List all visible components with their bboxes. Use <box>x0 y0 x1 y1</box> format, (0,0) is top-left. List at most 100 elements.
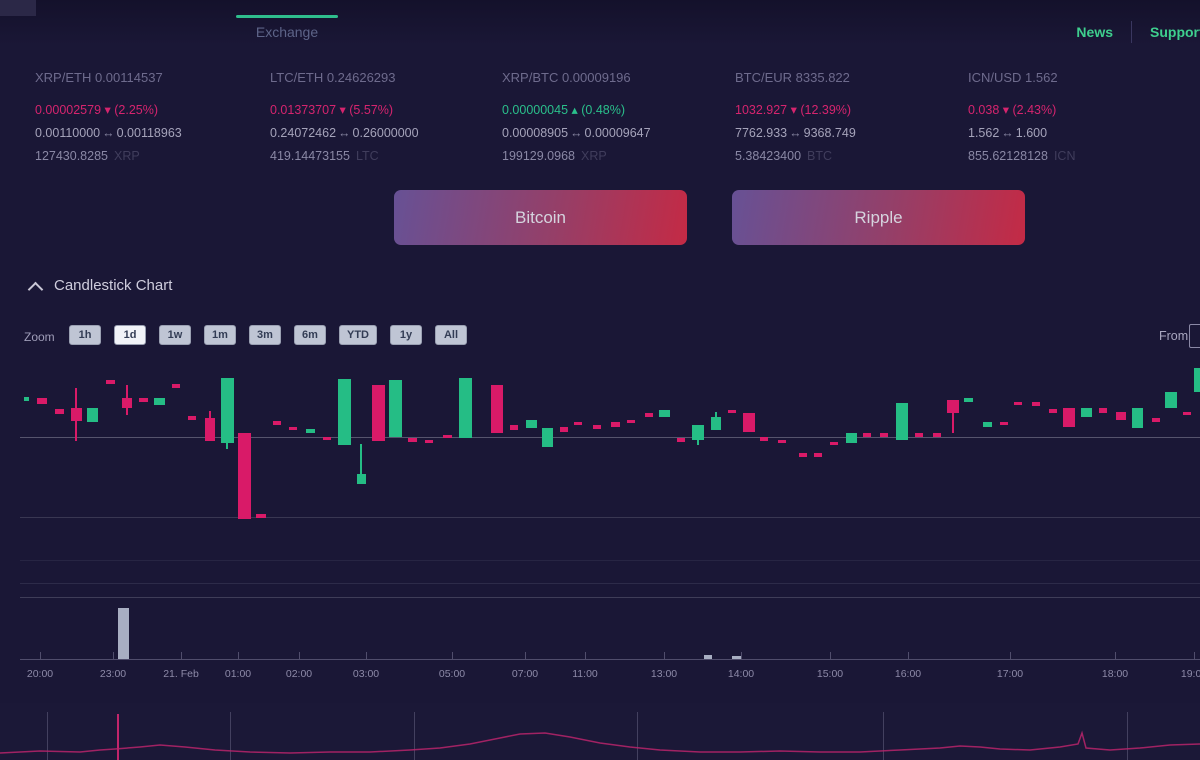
x-axis-label: 05:00 <box>438 668 466 680</box>
news-link[interactable]: News <box>1076 24 1113 40</box>
x-axis-tick <box>238 652 239 660</box>
from-label: From <box>1159 329 1189 343</box>
ticker-range: 7762.933 ↔ 9368.749 <box>735 126 856 140</box>
candle <box>87 408 98 422</box>
chart-navigator[interactable] <box>0 703 1200 760</box>
candle-wick <box>360 444 362 474</box>
x-axis-label: 15:00 <box>816 668 844 680</box>
nav-divider <box>1131 21 1132 43</box>
candle <box>1152 418 1160 422</box>
candle <box>896 403 908 440</box>
gridline <box>20 597 1200 598</box>
ticker-volume: 127430.8285 XRP <box>35 149 140 163</box>
x-axis-label: 13:00 <box>650 668 678 680</box>
gridline <box>20 583 1200 584</box>
candle <box>711 417 721 430</box>
candle <box>659 410 670 417</box>
candle <box>799 453 807 457</box>
navigator-gridline <box>883 712 884 760</box>
candle <box>778 440 786 443</box>
candle <box>408 438 417 442</box>
ticker-card[interactable]: BTC/EUR 8335.822 1032.927 ▾ (12.39%) 7762.… <box>735 66 950 168</box>
zoom-range-3m[interactable]: 3m <box>249 325 281 345</box>
x-axis-tick <box>664 652 665 660</box>
zoom-range-6m[interactable]: 6m <box>294 325 326 345</box>
corner-highlight <box>0 0 36 16</box>
ticker-card[interactable]: ICN/USD 1.562 0.038 ▾ (2.43%) 1.562 ↔ 1.600 8… <box>968 66 1183 168</box>
navigator-sparkline <box>0 730 1200 754</box>
x-axis-tick <box>585 652 586 660</box>
x-axis-label: 11:00 <box>572 668 598 680</box>
candle <box>510 425 518 430</box>
ticker-volume: 855.62128128 ICN <box>968 149 1076 163</box>
ticker-pair-price: XRP/ETH 0.00114537 <box>35 70 163 85</box>
candle-wick <box>952 400 954 433</box>
tab-exchange[interactable]: Exchange <box>255 24 319 40</box>
ticker-change: 0.038 ▾ (2.43%) <box>968 103 1057 117</box>
candle <box>846 433 857 443</box>
ticker-card[interactable]: LTC/ETH 0.24626293 0.01373707 ▾ (5.57%) 0.… <box>270 66 485 168</box>
zoom-range-1d[interactable]: 1d <box>114 325 146 345</box>
candle <box>188 416 196 420</box>
gridline <box>20 517 1200 518</box>
candle <box>743 413 755 432</box>
x-axis-label: 02:00 <box>285 668 313 680</box>
gridline <box>20 437 1200 438</box>
zoom-range-ytd[interactable]: YTD <box>339 325 377 345</box>
zoom-range-buttons: 1h 1d 1w 1m 3m 6m YTD 1y All <box>69 325 467 345</box>
candle <box>71 408 82 421</box>
volume-bar <box>732 656 742 659</box>
candle <box>915 433 923 437</box>
section-title: Candlestick Chart <box>54 277 173 294</box>
navigator-gridline <box>414 712 415 760</box>
ticker-card[interactable]: XRP/ETH 0.00114537 0.00002579 ▾ (2.25%) 0.… <box>35 66 250 168</box>
support-link[interactable]: Support <box>1150 24 1200 40</box>
candle <box>1165 392 1177 408</box>
navigator-gridline <box>230 712 231 760</box>
ticker-card[interactable]: XRP/BTC 0.00009196 0.00000045 ▴ (0.48%) 0.… <box>502 66 717 168</box>
candle <box>443 435 452 438</box>
candle <box>1132 408 1143 428</box>
x-axis-tick <box>366 652 367 660</box>
candlestick-chart-area[interactable] <box>0 356 1200 660</box>
candle <box>122 398 132 408</box>
from-date-input[interactable] <box>1189 324 1200 348</box>
candle <box>1000 422 1008 425</box>
candle <box>1032 402 1040 406</box>
zoom-range-1m[interactable]: 1m <box>204 325 236 345</box>
navigator-gridline <box>47 712 48 760</box>
candle <box>1014 402 1022 405</box>
chevron-up-icon[interactable] <box>27 281 44 298</box>
x-axis-tick <box>741 652 742 660</box>
ticker-range: 0.00008905 ↔ 0.00009647 <box>502 126 651 140</box>
candle <box>964 398 973 402</box>
ticker-change: 0.00002579 ▾ (2.25%) <box>35 103 159 117</box>
navigator-spike <box>117 714 119 760</box>
candle <box>1049 409 1057 413</box>
zoom-range-1h[interactable]: 1h <box>69 325 101 345</box>
candle <box>863 433 871 437</box>
ticker-change: 0.01373707 ▾ (5.57%) <box>270 103 394 117</box>
candle <box>983 422 992 427</box>
ticker-change: 1032.927 ▾ (12.39%) <box>735 103 852 117</box>
volume-bar <box>118 608 129 659</box>
ticker-pair-price: BTC/EUR 8335.822 <box>735 70 850 85</box>
candle <box>560 427 568 432</box>
candle <box>37 398 47 404</box>
x-axis-tick <box>181 652 182 660</box>
candle <box>611 422 620 427</box>
zoom-range-1y[interactable]: 1y <box>390 325 422 345</box>
candle <box>24 397 29 401</box>
zoom-range-1w[interactable]: 1w <box>159 325 191 345</box>
ticker-range: 0.00110000 ↔ 0.00118963 <box>35 126 182 140</box>
volume-bar <box>704 655 712 659</box>
candle <box>357 474 366 484</box>
trade-button-ripple[interactable]: Ripple <box>732 190 1025 245</box>
candle <box>1063 408 1075 427</box>
x-axis-label: 19:00 <box>1180 668 1200 680</box>
zoom-range-all[interactable]: All <box>435 325 467 345</box>
trade-button-bitcoin[interactable]: Bitcoin <box>394 190 687 245</box>
candle <box>338 379 351 445</box>
candle <box>947 400 959 413</box>
